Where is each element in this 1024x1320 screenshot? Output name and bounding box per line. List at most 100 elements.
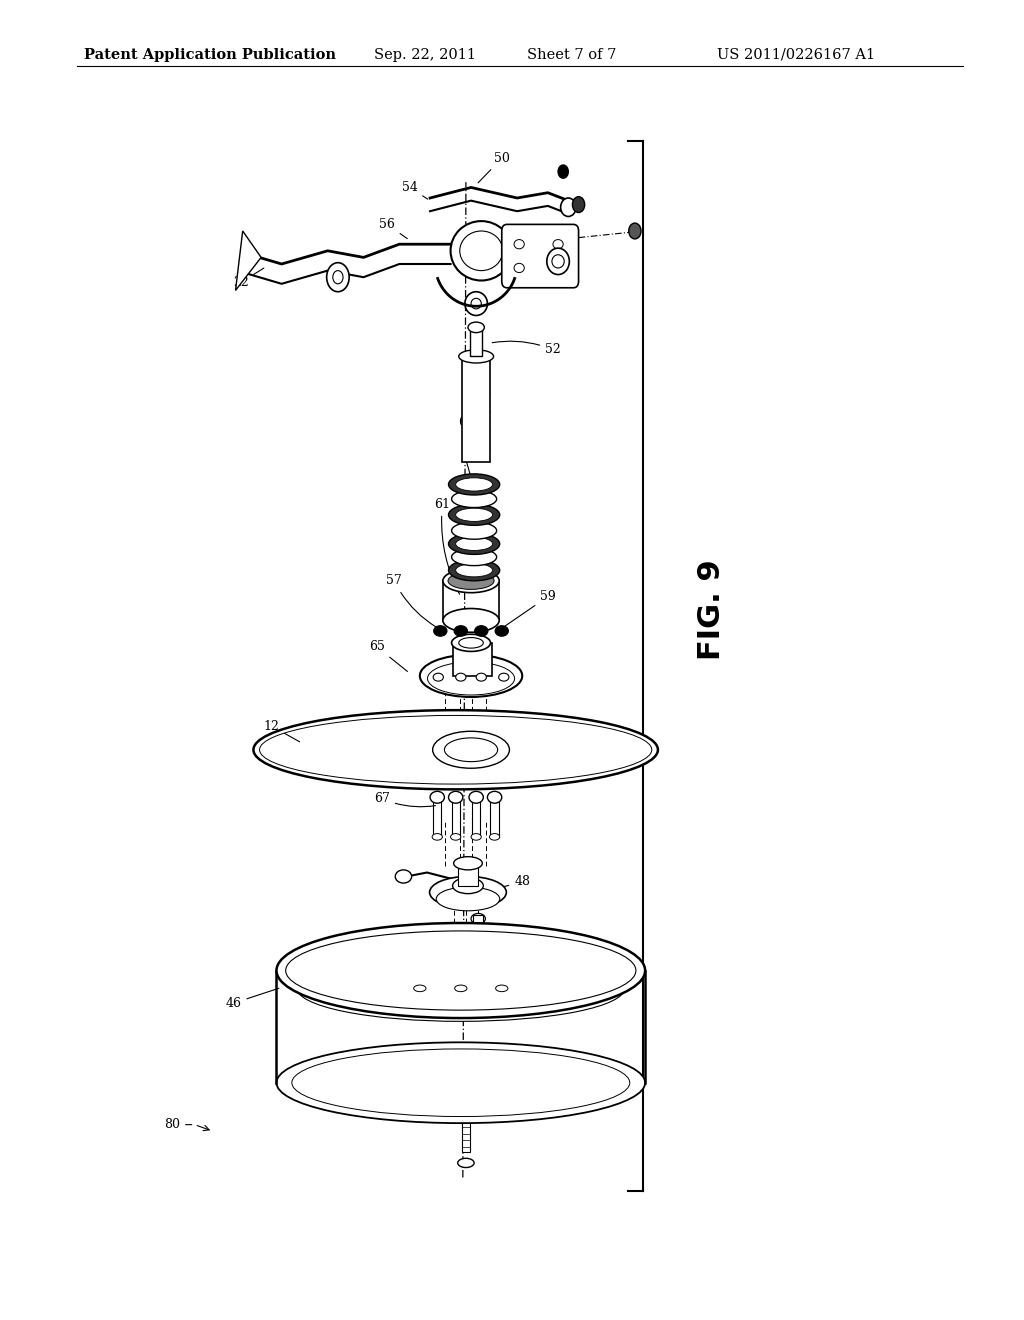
Text: 50: 50 bbox=[478, 152, 510, 182]
Ellipse shape bbox=[395, 870, 412, 883]
Ellipse shape bbox=[469, 791, 483, 803]
Ellipse shape bbox=[260, 715, 652, 784]
Text: 56: 56 bbox=[379, 218, 408, 239]
Ellipse shape bbox=[460, 231, 503, 271]
Ellipse shape bbox=[629, 223, 641, 239]
Ellipse shape bbox=[420, 655, 522, 697]
Text: 80: 80 bbox=[164, 1118, 191, 1131]
Ellipse shape bbox=[444, 738, 498, 762]
Text: 59: 59 bbox=[504, 590, 556, 627]
Bar bbox=[470, 327, 482, 356]
Text: 63: 63 bbox=[458, 416, 474, 479]
Ellipse shape bbox=[436, 887, 500, 911]
Ellipse shape bbox=[561, 198, 575, 216]
Ellipse shape bbox=[456, 508, 493, 521]
Text: 12: 12 bbox=[263, 719, 300, 742]
FancyBboxPatch shape bbox=[502, 224, 579, 288]
Ellipse shape bbox=[468, 322, 484, 333]
Ellipse shape bbox=[433, 673, 443, 681]
Ellipse shape bbox=[496, 985, 508, 991]
Bar bbox=[458, 862, 478, 886]
Text: Sep. 22, 2011: Sep. 22, 2011 bbox=[374, 48, 476, 62]
Ellipse shape bbox=[552, 255, 564, 268]
Bar bbox=[473, 915, 483, 939]
Ellipse shape bbox=[496, 626, 508, 636]
Ellipse shape bbox=[452, 549, 497, 566]
Ellipse shape bbox=[514, 240, 524, 248]
Ellipse shape bbox=[572, 197, 585, 213]
Ellipse shape bbox=[292, 1049, 630, 1117]
Text: US 2011/0226167 A1: US 2011/0226167 A1 bbox=[717, 48, 874, 62]
Ellipse shape bbox=[333, 271, 343, 284]
Ellipse shape bbox=[471, 913, 485, 924]
Ellipse shape bbox=[456, 537, 493, 550]
Ellipse shape bbox=[327, 263, 349, 292]
Bar bbox=[462, 1113, 470, 1152]
Text: 46: 46 bbox=[225, 989, 279, 1010]
Text: FIG. 9: FIG. 9 bbox=[697, 560, 726, 660]
Bar bbox=[472, 797, 480, 837]
Text: Patent Application Publication: Patent Application Publication bbox=[84, 48, 336, 62]
Ellipse shape bbox=[451, 220, 512, 281]
Text: 22: 22 bbox=[232, 268, 264, 289]
Ellipse shape bbox=[455, 985, 467, 991]
Ellipse shape bbox=[459, 638, 483, 648]
Ellipse shape bbox=[430, 791, 444, 803]
Ellipse shape bbox=[475, 626, 488, 636]
Ellipse shape bbox=[286, 931, 636, 1010]
Text: 54: 54 bbox=[401, 181, 428, 199]
Ellipse shape bbox=[254, 710, 658, 789]
Ellipse shape bbox=[458, 1159, 474, 1168]
Ellipse shape bbox=[465, 292, 487, 315]
Ellipse shape bbox=[456, 478, 493, 491]
Ellipse shape bbox=[459, 350, 494, 363]
Ellipse shape bbox=[456, 564, 493, 577]
Ellipse shape bbox=[452, 635, 490, 652]
Bar bbox=[452, 797, 460, 837]
Ellipse shape bbox=[487, 791, 502, 803]
Ellipse shape bbox=[553, 264, 563, 272]
Ellipse shape bbox=[451, 834, 461, 841]
Ellipse shape bbox=[456, 673, 466, 681]
Ellipse shape bbox=[449, 791, 463, 803]
Text: 65: 65 bbox=[369, 640, 408, 672]
Ellipse shape bbox=[449, 474, 500, 495]
Ellipse shape bbox=[449, 572, 495, 590]
Ellipse shape bbox=[430, 876, 506, 908]
Ellipse shape bbox=[433, 731, 510, 768]
Text: 67: 67 bbox=[374, 792, 435, 807]
Text: 48: 48 bbox=[490, 875, 530, 890]
Ellipse shape bbox=[453, 878, 483, 894]
Polygon shape bbox=[236, 231, 261, 290]
Ellipse shape bbox=[476, 673, 486, 681]
Ellipse shape bbox=[471, 298, 481, 309]
Ellipse shape bbox=[442, 609, 500, 632]
Ellipse shape bbox=[452, 491, 497, 508]
Ellipse shape bbox=[276, 1043, 645, 1123]
Ellipse shape bbox=[452, 521, 497, 540]
Ellipse shape bbox=[442, 569, 500, 593]
Ellipse shape bbox=[434, 626, 447, 636]
Bar bbox=[433, 797, 441, 837]
Bar bbox=[453, 643, 492, 676]
Ellipse shape bbox=[428, 663, 515, 694]
Bar bbox=[490, 797, 499, 837]
Ellipse shape bbox=[449, 533, 500, 554]
Ellipse shape bbox=[276, 923, 645, 1018]
Ellipse shape bbox=[449, 560, 500, 581]
Text: Sheet 7 of 7: Sheet 7 of 7 bbox=[527, 48, 616, 62]
Ellipse shape bbox=[489, 834, 500, 841]
Ellipse shape bbox=[553, 240, 563, 248]
Text: 52: 52 bbox=[493, 341, 561, 356]
Bar bbox=[462, 356, 490, 462]
Ellipse shape bbox=[514, 264, 524, 272]
Ellipse shape bbox=[297, 956, 625, 1022]
Ellipse shape bbox=[432, 834, 442, 841]
Ellipse shape bbox=[449, 504, 500, 525]
Ellipse shape bbox=[414, 985, 426, 991]
Ellipse shape bbox=[499, 673, 509, 681]
Ellipse shape bbox=[558, 165, 568, 178]
Ellipse shape bbox=[547, 248, 569, 275]
Ellipse shape bbox=[454, 857, 482, 870]
Text: 61: 61 bbox=[434, 498, 460, 594]
